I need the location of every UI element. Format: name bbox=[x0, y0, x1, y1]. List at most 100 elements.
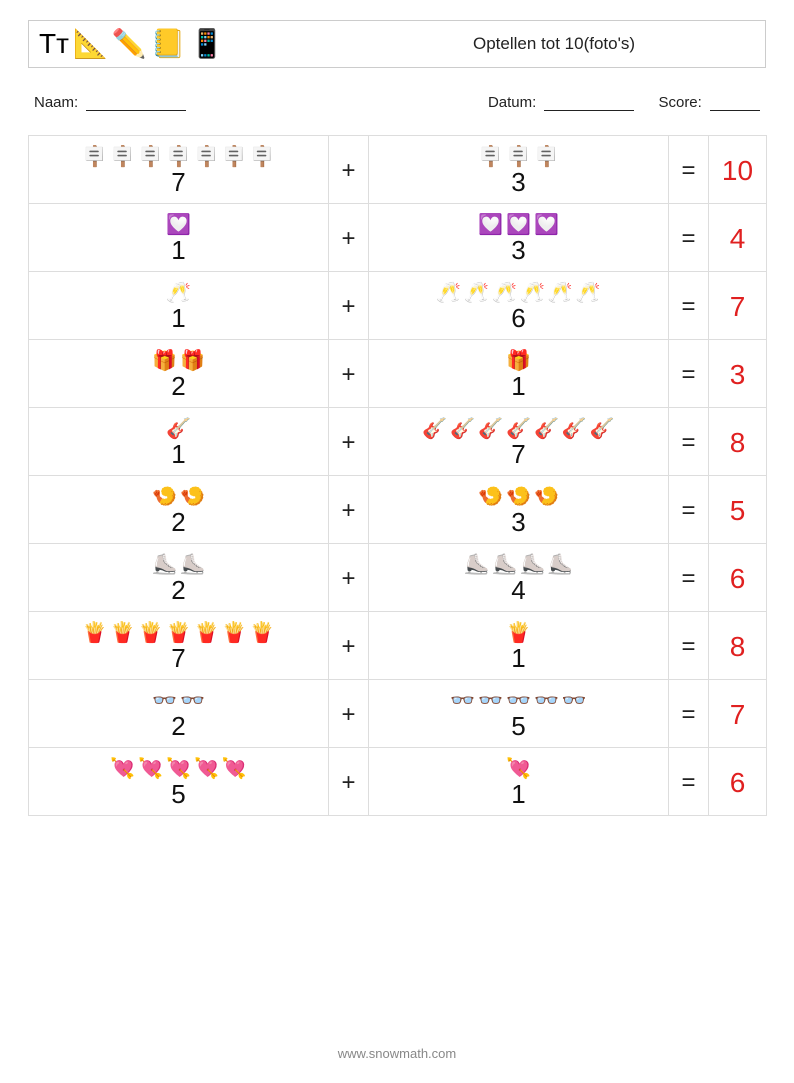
exit-sign-icon: 🪧 bbox=[250, 147, 275, 167]
plus-sign: + bbox=[341, 429, 355, 456]
plus-sign: + bbox=[341, 565, 355, 592]
operand-number: 6 bbox=[511, 305, 525, 331]
gift-box-icon: 🎁 bbox=[152, 351, 177, 371]
operand-number: 1 bbox=[511, 645, 525, 671]
fries-icon: 🍟 bbox=[222, 623, 247, 643]
table-row: 💘💘💘💘💘5 + 💘1 = 6 bbox=[29, 748, 767, 816]
guitar-icon: 🎸 bbox=[590, 419, 615, 439]
icon-row: 💘 bbox=[506, 759, 531, 779]
gift-box-icon: 🎁 bbox=[506, 351, 531, 371]
plus-cell: + bbox=[329, 476, 369, 544]
operand-number: 3 bbox=[511, 237, 525, 263]
equals-sign: = bbox=[681, 565, 695, 592]
answer-value: 4 bbox=[730, 223, 746, 254]
equals-sign: = bbox=[681, 497, 695, 524]
operand-number: 3 bbox=[511, 169, 525, 195]
equals-sign: = bbox=[681, 769, 695, 796]
plus-cell: + bbox=[329, 680, 369, 748]
equals-sign: = bbox=[681, 633, 695, 660]
fries-icon: 🍟 bbox=[194, 623, 219, 643]
answer-value: 5 bbox=[730, 495, 746, 526]
answer-value: 7 bbox=[730, 699, 746, 730]
pencil-icon: ✏️ bbox=[112, 30, 147, 58]
header-icons: Tᴛ📐✏️📒📱 bbox=[39, 30, 224, 58]
3d-glasses-icon: 👓 bbox=[534, 691, 559, 711]
equals-sign: = bbox=[681, 429, 695, 456]
plus-sign: + bbox=[341, 769, 355, 796]
footer-link[interactable]: www.snowmath.com bbox=[28, 1046, 766, 1073]
plus-cell: + bbox=[329, 408, 369, 476]
name-label: Naam: bbox=[34, 94, 78, 111]
shrimp-icon: 🍤 bbox=[478, 487, 503, 507]
guitar-icon: 🎸 bbox=[422, 419, 447, 439]
operand-cell: 🪧🪧🪧3 bbox=[369, 136, 669, 204]
name-input-line[interactable] bbox=[86, 97, 186, 111]
equals-cell: = bbox=[669, 408, 709, 476]
operand-cell: 💘1 bbox=[369, 748, 669, 816]
heart-card-icon: 💟 bbox=[534, 215, 559, 235]
icon-row: 🥂 bbox=[166, 283, 191, 303]
operand-cell: 🥂1 bbox=[29, 272, 329, 340]
guitar-icon: 🎸 bbox=[562, 419, 587, 439]
date-input-line[interactable] bbox=[544, 97, 634, 111]
icon-row: 💟💟💟 bbox=[478, 215, 559, 235]
icon-row: 🪧🪧🪧 bbox=[478, 147, 559, 167]
plus-cell: + bbox=[329, 136, 369, 204]
plus-sign: + bbox=[341, 701, 355, 728]
clinking-glasses-icon: 🥂 bbox=[520, 283, 545, 303]
text-size-icon: Tᴛ bbox=[39, 30, 69, 58]
operand-cell: 👓👓👓👓👓5 bbox=[369, 680, 669, 748]
score-input-line[interactable] bbox=[710, 97, 760, 111]
operand-cell: 🎸1 bbox=[29, 408, 329, 476]
icon-row: 🍤🍤🍤 bbox=[478, 487, 559, 507]
operand-number: 1 bbox=[171, 237, 185, 263]
score-label: Score: bbox=[658, 94, 701, 111]
equals-cell: = bbox=[669, 612, 709, 680]
protractor-icon: 📐 bbox=[73, 30, 108, 58]
operand-cell: 🍤🍤🍤3 bbox=[369, 476, 669, 544]
3d-glasses-icon: 👓 bbox=[562, 691, 587, 711]
answer-value: 7 bbox=[730, 291, 746, 322]
operand-number: 1 bbox=[171, 305, 185, 331]
exit-sign-icon: 🪧 bbox=[534, 147, 559, 167]
table-row: 🥂1+🥂🥂🥂🥂🥂🥂6=7 bbox=[29, 272, 767, 340]
icon-row: 👓👓 bbox=[152, 691, 205, 711]
operand-cell: 🍟1 bbox=[369, 612, 669, 680]
operand-number: 2 bbox=[171, 373, 185, 399]
operand-number: 5 bbox=[511, 713, 525, 739]
icon-row: 🥂🥂🥂🥂🥂🥂 bbox=[436, 283, 600, 303]
icon-row: 🎁 bbox=[506, 351, 531, 371]
worksheet-page: Tᴛ📐✏️📒📱 Optellen tot 10(foto's) Naam: Da… bbox=[0, 0, 794, 1083]
operand-cell: 🍟🍟🍟🍟🍟🍟🍟7 bbox=[29, 612, 329, 680]
operand-number: 7 bbox=[171, 645, 185, 671]
table-row: 🎁🎁2+🎁1=3 bbox=[29, 340, 767, 408]
exit-sign-icon: 🪧 bbox=[82, 147, 107, 167]
equals-cell: = bbox=[669, 340, 709, 408]
heart-wings-icon: 💘 bbox=[222, 759, 247, 779]
icon-row: 💟 bbox=[166, 215, 191, 235]
table-row: 🎸1+🎸🎸🎸🎸🎸🎸🎸7=8 bbox=[29, 408, 767, 476]
plus-sign: + bbox=[341, 497, 355, 524]
operand-cell: 💘💘💘💘💘5 bbox=[29, 748, 329, 816]
equals-cell: = bbox=[669, 680, 709, 748]
answer-value: 6 bbox=[730, 563, 746, 594]
answer-cell: 6 bbox=[709, 748, 767, 816]
tablet-icon: 📱 bbox=[190, 30, 225, 58]
gift-box-icon: 🎁 bbox=[180, 351, 205, 371]
answer-cell: 7 bbox=[709, 680, 767, 748]
operand-number: 7 bbox=[511, 441, 525, 467]
fries-icon: 🍟 bbox=[166, 623, 191, 643]
3d-glasses-icon: 👓 bbox=[450, 691, 475, 711]
guitar-icon: 🎸 bbox=[166, 419, 191, 439]
guitar-icon: 🎸 bbox=[534, 419, 559, 439]
equals-cell: = bbox=[669, 476, 709, 544]
exit-sign-icon: 🪧 bbox=[478, 147, 503, 167]
heart-card-icon: 💟 bbox=[478, 215, 503, 235]
equals-sign: = bbox=[681, 293, 695, 320]
clinking-glasses-icon: 🥂 bbox=[464, 283, 489, 303]
answer-cell: 8 bbox=[709, 612, 767, 680]
3d-glasses-icon: 👓 bbox=[152, 691, 177, 711]
heart-card-icon: 💟 bbox=[166, 215, 191, 235]
meta-row: Naam: Datum: Score: bbox=[28, 94, 766, 111]
exit-sign-icon: 🪧 bbox=[222, 147, 247, 167]
